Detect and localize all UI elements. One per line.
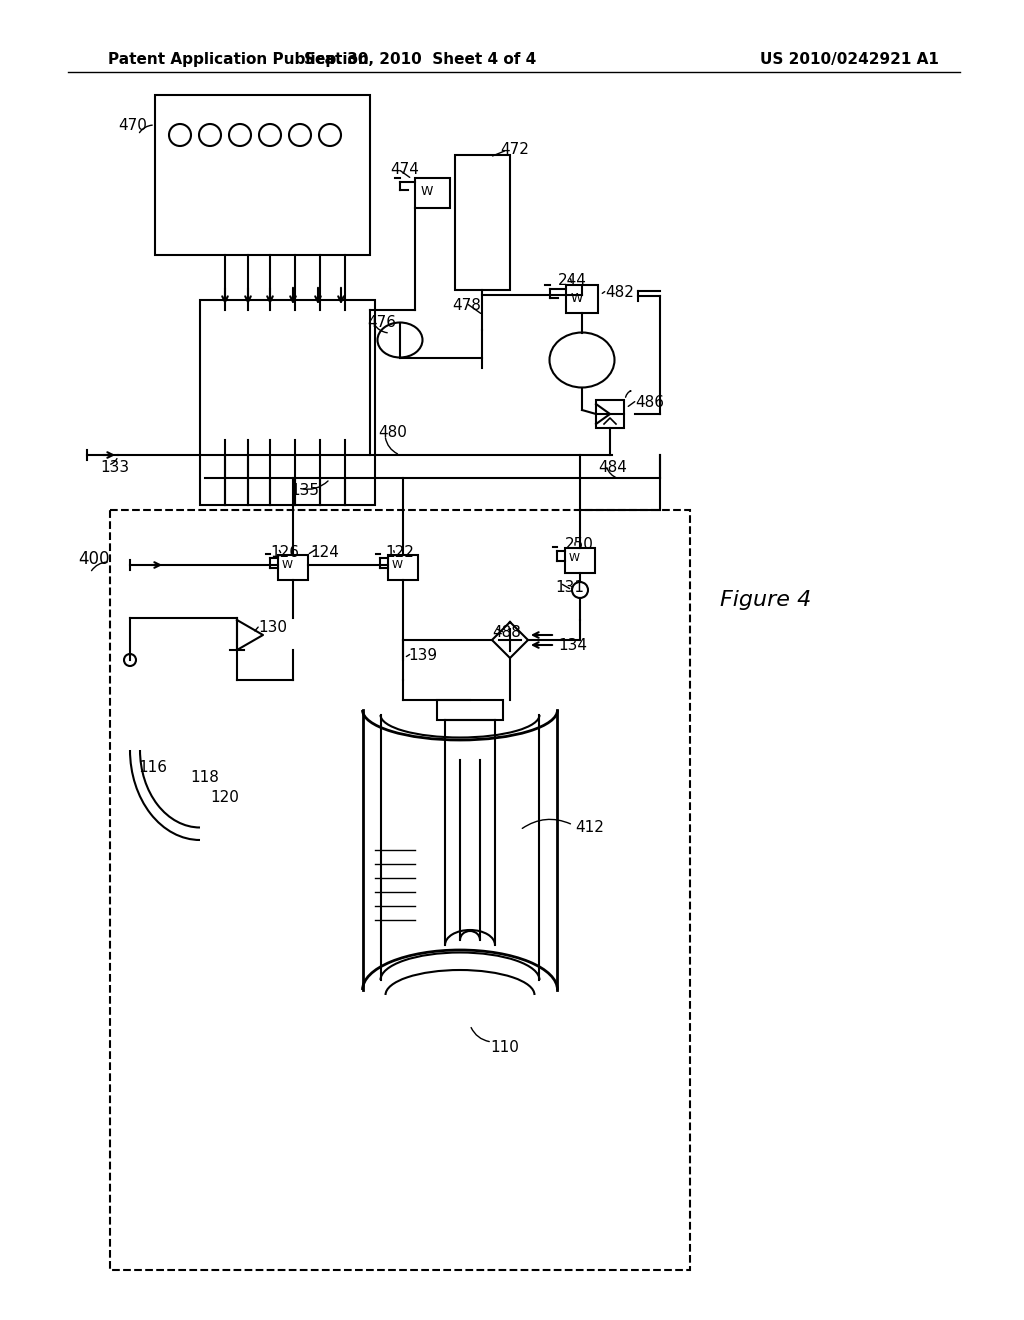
- Text: 118: 118: [190, 770, 219, 785]
- Bar: [278, 554, 308, 579]
- Text: Figure 4: Figure 4: [720, 590, 811, 610]
- Text: 122: 122: [385, 545, 414, 560]
- Text: 474: 474: [390, 162, 419, 177]
- Text: US 2010/0242921 A1: US 2010/0242921 A1: [760, 51, 939, 67]
- Bar: [437, 700, 503, 719]
- Text: 476: 476: [367, 315, 396, 330]
- Text: Sep. 30, 2010  Sheet 4 of 4: Sep. 30, 2010 Sheet 4 of 4: [304, 51, 537, 67]
- Text: 472: 472: [500, 143, 528, 157]
- Text: 412: 412: [575, 820, 604, 836]
- Text: 470: 470: [118, 117, 146, 133]
- Text: 488: 488: [492, 624, 521, 640]
- Text: W: W: [282, 560, 293, 570]
- Text: 126: 126: [270, 545, 299, 560]
- Bar: [388, 554, 418, 579]
- Text: W: W: [421, 185, 433, 198]
- Text: 400: 400: [78, 550, 110, 568]
- Text: 131: 131: [555, 579, 584, 595]
- Text: 486: 486: [635, 395, 664, 411]
- Text: 116: 116: [138, 760, 167, 775]
- Text: 244: 244: [558, 273, 587, 288]
- Text: Patent Application Publication: Patent Application Publication: [108, 51, 369, 67]
- Bar: [200, 300, 375, 506]
- Text: 130: 130: [258, 620, 287, 635]
- Text: W: W: [392, 560, 403, 570]
- Text: W: W: [571, 292, 584, 305]
- Text: 482: 482: [605, 285, 634, 300]
- Text: W: W: [569, 553, 580, 564]
- Text: 135: 135: [290, 483, 319, 498]
- Text: 134: 134: [558, 638, 587, 653]
- Text: 478: 478: [452, 298, 481, 313]
- FancyArrowPatch shape: [626, 391, 631, 397]
- Text: 133: 133: [100, 459, 129, 475]
- Bar: [566, 285, 598, 313]
- Bar: [596, 400, 624, 428]
- Bar: [110, 510, 690, 1270]
- Text: 110: 110: [490, 1040, 519, 1055]
- Text: 250: 250: [565, 537, 594, 552]
- Text: 124: 124: [310, 545, 339, 560]
- Bar: [455, 154, 510, 290]
- Bar: [155, 95, 370, 255]
- Text: 120: 120: [210, 789, 239, 805]
- Text: 480: 480: [378, 425, 407, 440]
- Bar: [415, 178, 450, 209]
- Bar: [565, 548, 595, 573]
- Text: 139: 139: [408, 648, 437, 663]
- Text: 484: 484: [598, 459, 627, 475]
